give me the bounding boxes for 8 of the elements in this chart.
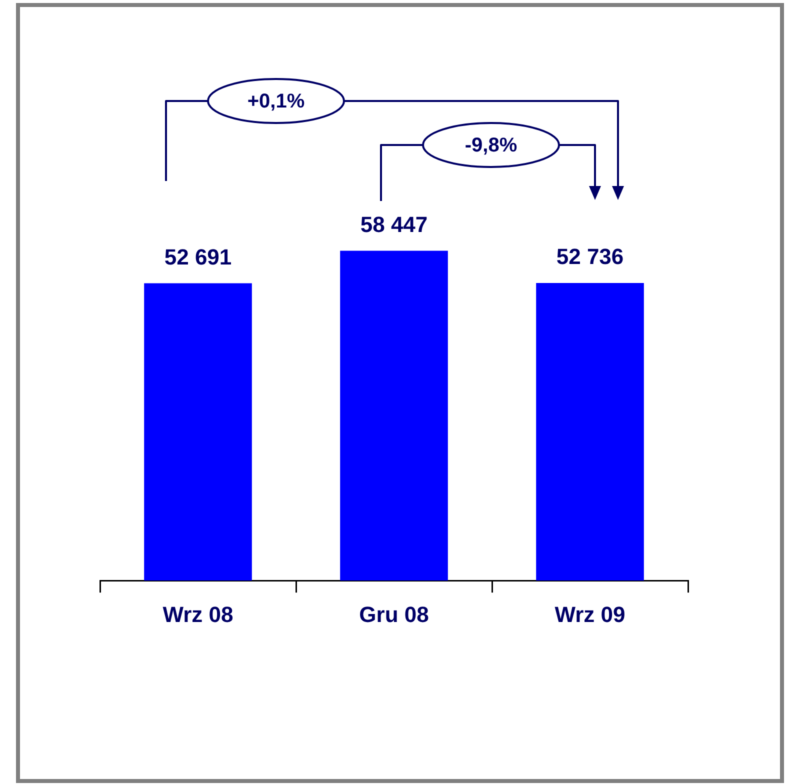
data-label: 58 447 — [360, 212, 428, 237]
text: -9,8% — [464, 134, 518, 157]
text: +0,1% — [247, 90, 305, 113]
data-label: 52 691 — [164, 244, 232, 270]
x-tick-label: Wrz 08 — [162, 602, 234, 627]
data-label: 52 736 — [556, 244, 624, 270]
x-tick-label: Gru 08 — [359, 602, 429, 627]
x-tick-label: Wrz 09 — [554, 602, 626, 627]
